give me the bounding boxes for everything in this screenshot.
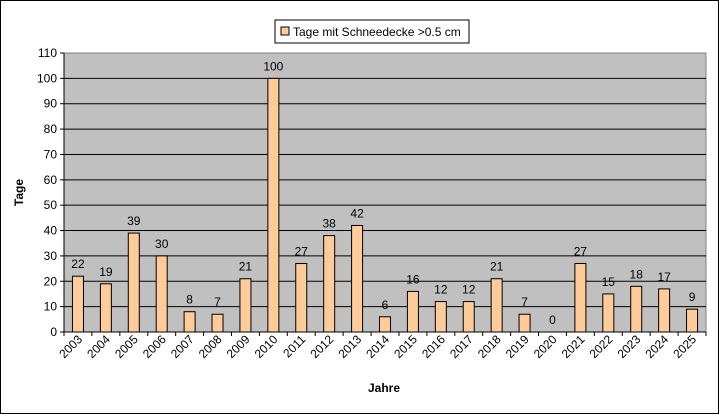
value-label: 21 [239,260,253,274]
bars [71,77,699,333]
x-tick-label: 2020 [531,332,560,361]
legend-label: Tage mit Schneedecke >0.5 cm [293,25,461,39]
bar [71,275,84,333]
x-tick-label: 2005 [112,332,141,361]
plot-area [63,52,707,333]
x-tick-label: 2016 [419,332,448,361]
bar [183,311,196,333]
x-tick-label: 2012 [308,332,337,361]
x-tick-label: 2024 [642,332,671,361]
bar [323,235,336,333]
x-axis-title: Jahre [368,381,400,395]
legend: Tage mit Schneedecke >0.5 cm [274,19,470,44]
x-tick-label: 2021 [559,332,588,361]
value-label: 27 [574,245,588,259]
value-label: 17 [657,270,671,284]
x-tick-label: 2013 [335,332,364,361]
x-tick-label: 2022 [587,332,616,361]
y-tick-label: 30 [44,249,58,263]
x-tick-label: 2019 [503,332,532,361]
value-label: 6 [382,298,389,312]
value-label: 12 [434,283,448,297]
value-label: 27 [295,245,309,259]
y-tick-label: 60 [44,173,58,187]
y-tick-label: 20 [44,274,58,288]
y-axis-ticks: 0 10 20 30 40 50 60 70 80 90 100 110 [37,46,64,339]
x-tick-label: 2017 [447,332,476,361]
x-tick-label: 2010 [252,332,281,361]
bar [99,283,112,333]
x-tick-label: 2003 [56,332,85,361]
x-tick-label: 2011 [280,332,308,360]
value-label: 38 [322,217,336,231]
x-tick-label: 2018 [475,332,504,361]
y-tick-label: 40 [44,224,58,238]
bar [602,293,615,333]
value-label: 100 [263,59,283,73]
bar [490,278,503,333]
bar [295,263,308,333]
x-tick-label: 2007 [168,332,197,361]
y-tick-label: 70 [44,147,58,161]
x-tick-label: 2014 [363,332,392,361]
x-tick-label: 2025 [670,332,699,361]
bar [434,301,447,333]
x-tick-label: 2006 [140,332,169,361]
bar [239,278,252,333]
bar [686,308,699,333]
x-tick-label: 2009 [224,332,253,361]
y-tick-label: 50 [44,198,58,212]
value-label: 30 [155,237,169,251]
y-tick-label: 80 [44,122,58,136]
value-label: 16 [406,272,420,286]
value-label: 0 [549,313,556,327]
y-tick-label: 0 [50,325,57,339]
x-tick-label: 2004 [84,332,113,361]
value-label: 12 [462,283,476,297]
value-label: 8 [186,293,193,307]
legend-swatch [280,26,290,36]
x-tick-label: 2023 [615,332,644,361]
bar [155,255,168,333]
legend-box [274,19,470,44]
value-label: 18 [630,267,644,281]
bar [518,313,531,333]
bar [574,263,587,333]
x-axis-ticks: 2003 2004 2005 2006 2007 2008 2009 2010 2011 2012… [56,332,707,361]
bar [630,285,643,333]
y-tick-label: 110 [38,46,57,60]
bar [406,290,419,333]
x-tick-label: 2008 [196,332,225,361]
bar [211,313,224,333]
y-axis-title: Tage [12,179,26,206]
value-label: 15 [602,275,616,289]
bar [351,224,364,333]
bar [267,77,280,333]
y-tick-label: 10 [44,300,58,314]
value-label: 39 [127,214,141,228]
value-label: 9 [689,290,696,304]
y-tick-label: 90 [44,97,58,111]
bar [658,288,671,333]
x-tick-label: 2015 [391,332,420,361]
value-label: 7 [521,295,528,309]
value-labels: 22 19 39 30 8 7 21 100 27 38 42 6 16 12 12 21 7 0 27 15 18 17… [71,59,695,327]
value-label: 22 [71,257,85,271]
bar [379,316,391,333]
y-tick-label: 100 [37,71,57,85]
value-label: 19 [99,265,113,279]
value-label: 21 [490,260,504,274]
value-label: 7 [214,295,221,309]
value-label: 42 [350,206,364,220]
gridlines [64,77,706,308]
bar [462,301,475,333]
bar [127,232,140,333]
